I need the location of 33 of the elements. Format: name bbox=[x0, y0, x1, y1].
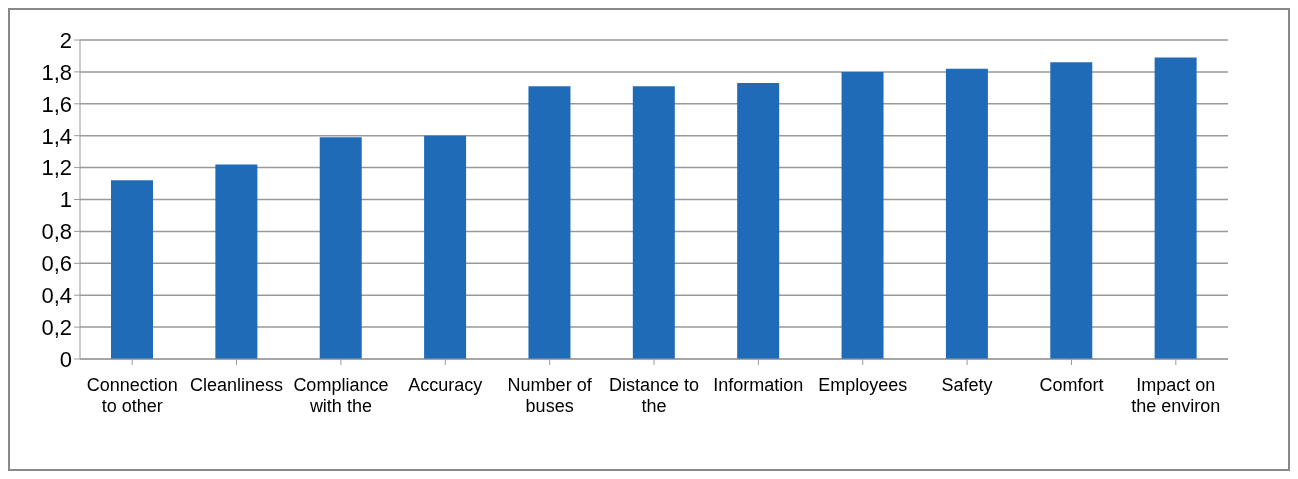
y-tick-label: 0,8 bbox=[41, 219, 72, 245]
x-tick-label: Employees bbox=[818, 375, 908, 395]
y-tick-label: 1,6 bbox=[41, 91, 72, 117]
y-tick-label: 0 bbox=[59, 346, 72, 372]
y-tick-label: 0,6 bbox=[41, 251, 72, 277]
bar bbox=[841, 71, 884, 359]
y-tick-label: 0,4 bbox=[41, 283, 72, 309]
bar bbox=[111, 180, 153, 359]
x-tick-label: Connection to other bbox=[86, 375, 178, 416]
x-tick-label: Number of buses bbox=[507, 375, 593, 416]
y-tick-label: 2 bbox=[59, 27, 72, 53]
x-tick-label: Information bbox=[713, 375, 804, 395]
x-tick-label: Comfort bbox=[1039, 375, 1104, 395]
x-tick-label: Distance to the bbox=[608, 375, 700, 416]
x-tick-label: Cleanliness bbox=[190, 375, 284, 395]
y-tick-label: 1 bbox=[59, 187, 72, 213]
y-tick-label: 1,2 bbox=[41, 155, 72, 181]
y-tick-label: 1,8 bbox=[41, 59, 72, 85]
bar bbox=[632, 86, 675, 359]
y-tick-label: 1,4 bbox=[41, 123, 72, 149]
bar bbox=[215, 164, 258, 359]
y-tick-label: 0,2 bbox=[41, 314, 72, 340]
bar bbox=[424, 135, 467, 359]
bar bbox=[945, 68, 988, 359]
x-tick-label: Accuracy bbox=[408, 375, 483, 395]
bar bbox=[1050, 62, 1093, 359]
x-tick-label: Impact on the environ bbox=[1131, 375, 1221, 416]
x-tick-label: Safety bbox=[941, 375, 993, 395]
bar bbox=[737, 83, 780, 359]
x-tick-label: Compliance with the bbox=[293, 375, 389, 416]
bar bbox=[528, 86, 571, 359]
bar bbox=[1154, 57, 1197, 359]
bar bbox=[319, 137, 362, 359]
